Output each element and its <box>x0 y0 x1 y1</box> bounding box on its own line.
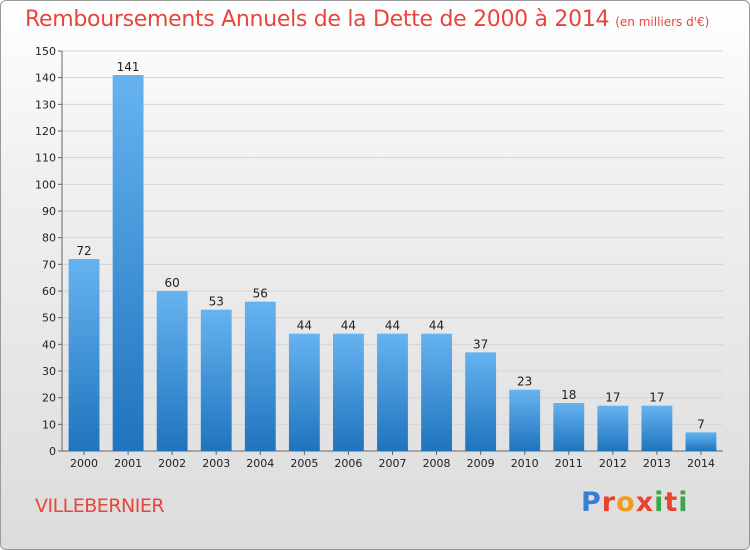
bar-value-label: 17 <box>649 391 664 405</box>
bar <box>156 291 188 451</box>
x-tick-label: 2013 <box>643 457 671 470</box>
commune-name: VILLEBERNIER <box>35 495 165 517</box>
bar-value-label: 60 <box>165 276 180 290</box>
bar-value-label: 17 <box>605 391 620 405</box>
x-tick-label: 2002 <box>158 457 186 470</box>
y-tick-label: 150 <box>35 45 56 58</box>
x-tick-label: 2004 <box>246 457 274 470</box>
y-tick-label: 50 <box>42 312 56 325</box>
bar-value-label: 56 <box>253 287 268 301</box>
bar <box>200 309 232 451</box>
bar <box>641 405 673 451</box>
x-tick-label: 2010 <box>511 457 539 470</box>
bar-value-label: 44 <box>385 319 400 333</box>
x-tick-label: 2006 <box>334 457 362 470</box>
bar-value-label: 23 <box>517 375 532 389</box>
y-tick-label: 140 <box>35 72 56 85</box>
bar-value-label: 53 <box>209 295 224 309</box>
bar <box>377 333 408 451</box>
bar <box>465 352 497 451</box>
y-tick-label: 120 <box>35 125 56 138</box>
bar <box>244 301 276 451</box>
x-tick-label: 2007 <box>379 457 407 470</box>
x-tick-label: 2008 <box>423 457 451 470</box>
bar-value-label: 44 <box>429 319 444 333</box>
bar <box>288 333 320 451</box>
bar <box>333 333 364 451</box>
y-tick-label: 60 <box>42 285 56 298</box>
x-tick-label: 2009 <box>467 457 495 470</box>
value-labels: 72 141 60 53 56 44 44 44 44 37 23 18 17 17 7 <box>76 60 704 431</box>
bar-value-label: 44 <box>297 319 312 333</box>
bar <box>509 389 541 451</box>
x-tick-label: 2011 <box>555 457 583 470</box>
chart-subtitle: (en milliers d'€) <box>615 15 710 29</box>
bar-value-label: 18 <box>561 388 576 402</box>
y-tick-label: 130 <box>35 98 56 111</box>
x-tick-label: 2000 <box>70 457 98 470</box>
proxiti-logo: Proxiti <box>581 487 689 518</box>
x-tick-label: 2005 <box>290 457 318 470</box>
bar <box>553 403 585 451</box>
y-tick-label: 10 <box>42 418 56 431</box>
bar-value-label: 37 <box>473 337 488 351</box>
y-tick-label: 80 <box>42 232 56 245</box>
y-tick-label: 110 <box>35 152 56 165</box>
bar <box>421 333 452 451</box>
y-tick-label: 90 <box>42 205 56 218</box>
y-tick-label: 0 <box>49 445 56 458</box>
bar <box>112 75 144 451</box>
y-tick-label: 100 <box>35 178 56 191</box>
y-tick-label: 20 <box>42 392 56 405</box>
x-tick-label: 2001 <box>114 457 142 470</box>
bars <box>68 75 717 451</box>
x-tick-label: 2003 <box>202 457 230 470</box>
axes: 0 10 20 30 40 50 60 70 80 90 100 110 120 130 140 150 200… <box>35 45 723 470</box>
y-tick-label: 70 <box>42 258 56 271</box>
bar <box>685 432 717 451</box>
bar-value-label: 7 <box>697 417 705 431</box>
bar-value-label: 44 <box>341 319 356 333</box>
bar <box>68 259 100 451</box>
y-tick-label: 40 <box>42 338 56 351</box>
bar-value-label: 141 <box>117 60 140 74</box>
bar <box>597 405 629 451</box>
chart-title: Remboursements Annuels de la Dette de 20… <box>25 7 710 32</box>
y-tick-label: 30 <box>42 365 56 378</box>
x-tick-label: 2012 <box>599 457 627 470</box>
x-tick-label: 2014 <box>687 457 715 470</box>
bar-value-label: 72 <box>76 244 91 258</box>
